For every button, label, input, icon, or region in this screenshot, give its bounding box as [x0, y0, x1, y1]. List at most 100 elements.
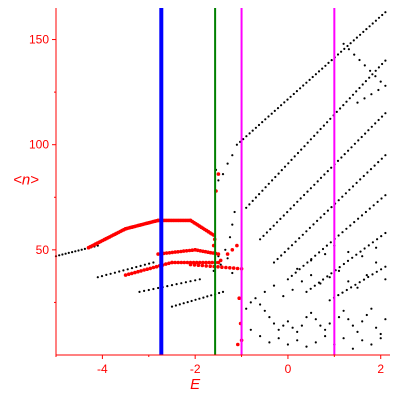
black-data-point — [312, 223, 315, 226]
black-data-point — [318, 251, 321, 254]
axes — [55, 8, 390, 356]
black-data-point — [286, 320, 289, 323]
black-data-point — [326, 275, 329, 278]
y-tick-label: 150 — [29, 33, 49, 47]
black-data-point — [267, 182, 270, 185]
black-data-point — [326, 209, 329, 212]
black-data-point — [175, 283, 178, 286]
black-data-point — [384, 318, 387, 321]
black-data-point — [375, 261, 378, 264]
black-data-point — [261, 189, 264, 192]
black-data-point — [306, 261, 309, 264]
black-data-point — [321, 67, 324, 70]
black-data-point — [189, 280, 192, 283]
black-data-point — [384, 194, 387, 197]
red-data-point — [216, 172, 221, 176]
black-data-point — [367, 275, 370, 279]
black-data-point — [324, 328, 327, 331]
red-data-point — [230, 248, 235, 252]
black-data-point — [300, 280, 303, 283]
red-data-point — [225, 252, 230, 256]
black-data-point — [143, 289, 146, 292]
black-data-point — [194, 298, 197, 301]
red-data-point — [235, 266, 240, 271]
black-data-point — [218, 291, 221, 295]
black-data-point — [350, 146, 353, 149]
black-data-point — [372, 204, 375, 207]
black-data-point — [202, 296, 205, 299]
black-data-point — [346, 44, 349, 48]
black-data-point — [337, 294, 340, 297]
black-data-point — [259, 303, 262, 306]
black-data-point — [286, 98, 289, 101]
black-data-point — [380, 115, 384, 118]
black-data-point — [190, 299, 193, 303]
black-data-point — [231, 271, 234, 275]
black-data-point — [226, 257, 229, 260]
black-data-point — [109, 272, 112, 275]
black-data-point — [310, 311, 313, 314]
black-data-point — [384, 154, 387, 157]
red-data-point — [204, 264, 208, 268]
black-data-point — [274, 175, 277, 179]
black-data-point — [272, 224, 275, 227]
black-data-point — [325, 244, 328, 247]
black-data-point — [384, 112, 387, 115]
black-data-point — [360, 214, 364, 217]
black-data-point — [286, 343, 289, 346]
black-data-point — [272, 322, 276, 325]
red-data-point — [176, 260, 180, 265]
black-data-point — [280, 254, 283, 257]
black-data-point — [357, 139, 360, 142]
black-data-point — [376, 238, 379, 241]
black-data-point — [319, 282, 322, 285]
black-data-point — [341, 231, 344, 234]
black-data-point — [206, 295, 209, 298]
black-data-point — [265, 231, 268, 234]
black-data-point — [330, 272, 333, 275]
black-data-point — [296, 267, 299, 270]
black-data-point — [291, 326, 294, 329]
black-data-point — [217, 179, 220, 182]
black-data-point — [361, 320, 364, 323]
black-data-point — [380, 268, 383, 271]
black-data-point — [67, 251, 70, 254]
black-data-point — [294, 271, 297, 274]
black-data-point — [152, 261, 155, 264]
black-data-point — [180, 282, 183, 285]
black-data-point — [268, 341, 271, 344]
black-data-point — [105, 273, 108, 276]
black-data-point — [367, 129, 370, 132]
black-data-point — [263, 290, 266, 293]
black-data-point — [380, 235, 383, 238]
black-data-point — [170, 305, 174, 308]
black-data-point — [259, 335, 262, 338]
black-data-point — [198, 297, 201, 300]
black-data-point — [290, 244, 294, 247]
red-data-point — [164, 262, 168, 266]
x-tick-label: 2 — [377, 362, 384, 376]
y-tick-label: 100 — [29, 138, 49, 152]
black-data-point — [343, 153, 346, 156]
black-data-point — [267, 115, 270, 118]
black-data-point — [290, 158, 293, 161]
black-data-point — [305, 290, 308, 293]
black-data-point — [64, 252, 67, 255]
black-data-point — [264, 118, 267, 121]
red-data-point — [235, 243, 239, 248]
red-data-point — [216, 252, 221, 256]
red-data-point — [136, 269, 140, 274]
black-data-point — [340, 156, 343, 159]
black-data-point — [365, 28, 368, 31]
black-data-point — [319, 127, 322, 131]
black-data-point — [330, 59, 333, 62]
black-data-point — [310, 259, 313, 262]
x-tick-label: -4 — [97, 362, 108, 376]
reference-lines — [159, 8, 336, 355]
red-data-point — [194, 260, 199, 265]
red-data-point — [156, 252, 160, 256]
red-data-point — [204, 260, 208, 265]
black-data-point — [381, 62, 384, 66]
black-data-point — [349, 224, 352, 227]
